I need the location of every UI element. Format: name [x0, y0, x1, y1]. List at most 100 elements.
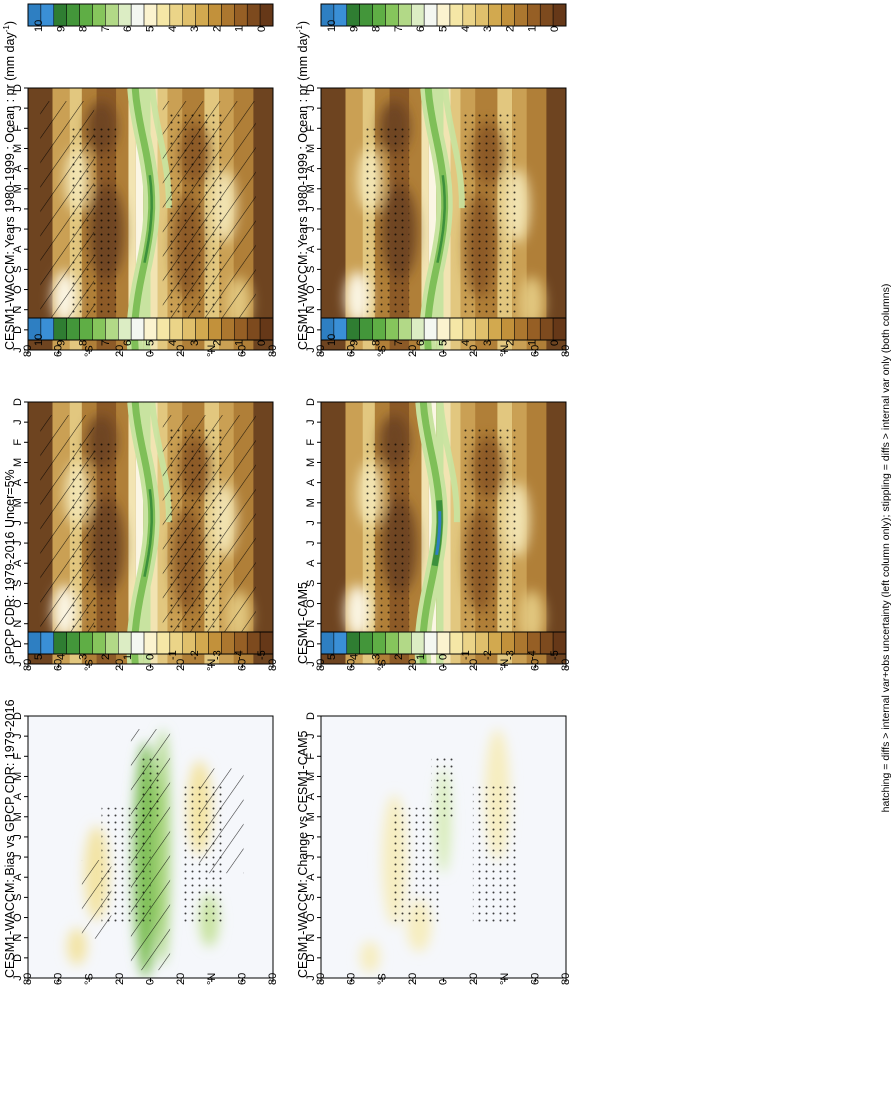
panel-title: CESM1-WACCM: Change vs CESM1-CAM5 [296, 730, 310, 978]
month-tick-label: M [12, 184, 24, 193]
colorbar-swatch [411, 631, 425, 655]
lat-tick-label: 60 [53, 345, 65, 357]
colorbar-swatch [130, 317, 145, 341]
lat-tick-label: 80 [22, 345, 34, 357]
month-tick-label: F [12, 125, 24, 132]
month-tick-label: F [305, 125, 317, 132]
colorbar-swatch [79, 317, 93, 341]
lat-tick-label: 60 [236, 973, 248, 985]
month-tick-label: S [305, 894, 317, 901]
colorbar-swatch [488, 317, 502, 341]
month-tick-label: S [12, 894, 24, 901]
colorbar-label: 1 [234, 340, 246, 346]
month-tick-label: O [12, 285, 24, 294]
month-tick-label: M [12, 458, 24, 467]
colorbar-swatch [449, 317, 464, 341]
colorbar-swatch [514, 631, 528, 655]
colorbar-swatch [552, 317, 567, 341]
month-tick-label: A [305, 245, 317, 253]
lat-tick-label: 60 [53, 973, 65, 985]
colorbar-swatch [359, 631, 373, 655]
lat-tick-label: 80 [267, 659, 279, 671]
colorbar-label: 5 [33, 654, 45, 660]
colorbar-swatch [398, 631, 412, 655]
colorbar-swatch [208, 3, 222, 27]
colorbar-swatch [475, 3, 489, 27]
lat-tick-label: °S [83, 659, 95, 671]
month-tick-label: J [305, 347, 317, 353]
month-tick-label: D [305, 712, 317, 720]
lat-tick-label: 0 [438, 665, 450, 671]
colorbar-swatch [462, 317, 476, 341]
colorbar-swatch [539, 317, 554, 341]
colorbar-label: 2 [211, 26, 223, 32]
month-tick-label: F [305, 753, 317, 760]
lat-tick-label: °N [206, 345, 218, 357]
lat-tick-label: 80 [560, 659, 572, 671]
colorbar-label: 0 [438, 654, 450, 660]
lat-tick-label: 80 [315, 659, 327, 671]
colorbar-swatch [514, 317, 528, 341]
colorbar-label: -4 [527, 650, 539, 660]
colorbar-swatch [527, 3, 541, 27]
colorbar-label: 4 [460, 26, 472, 32]
colorbar-label: -5 [549, 650, 561, 660]
colorbar-swatch [259, 317, 274, 341]
colorbar-swatch [488, 3, 502, 27]
month-tick-label: F [12, 439, 24, 446]
lat-tick-label: 60 [236, 659, 248, 671]
footnote: hatching = diffs > internal var+obs unce… [880, 284, 892, 813]
colorbar-difference: 5 4 3 2 1 0 -1 -2 -3 -4 -5 [320, 631, 567, 660]
lat-tick-label: 0 [438, 979, 450, 985]
colorbar-swatch [27, 631, 42, 655]
lat-tick-label: °N [206, 659, 218, 671]
lat-tick-label: °S [376, 973, 388, 985]
colorbar-swatch [359, 317, 373, 341]
colorbar-label: 3 [482, 26, 494, 32]
colorbar-label: 7 [393, 340, 405, 346]
colorbar-label: 9 [55, 26, 67, 32]
month-tick-label: O [305, 913, 317, 922]
colorbar-label: 9 [348, 26, 360, 32]
month-tick-label: O [12, 599, 24, 608]
colorbar-label: 4 [167, 340, 179, 346]
colorbar-label: -4 [234, 650, 246, 660]
colorbar-layer: 10 9 8 7 6 5 4 3 2 1 010 9 8 7 6 5 4 3 2 1 05 4 3 2 1 0 -1 -2 -3 -4 -5… [27, 3, 567, 660]
colorbar-label: 10 [33, 20, 45, 32]
colorbar-swatch [169, 3, 183, 27]
panel-title: CESM1-CAM5 [296, 582, 310, 664]
month-tick-label: J [305, 226, 317, 232]
lat-tick-label: 0 [145, 351, 157, 357]
lat-tick-label: 80 [315, 345, 327, 357]
month-tick-label: D [305, 954, 317, 962]
lat-tick-label: 20 [175, 973, 187, 985]
colorbar-label: 8 [78, 26, 90, 32]
colorbar-label: 3 [482, 340, 494, 346]
colorbar-label: 0 [256, 26, 268, 32]
colorbar-swatch [169, 317, 183, 341]
colorbar-swatch [208, 317, 222, 341]
colorbar-swatch [385, 631, 399, 655]
colorbar-absolute: 10 9 8 7 6 5 4 3 2 1 0 [320, 3, 567, 32]
colorbar-swatch [552, 3, 567, 27]
colorbar-swatch [320, 631, 335, 655]
colorbar-swatch [385, 317, 399, 341]
colorbar-label: -3 [211, 650, 223, 660]
lat-tick-label: 60 [346, 345, 358, 357]
colorbar-swatch [221, 631, 235, 655]
lat-tick-label: 60 [529, 659, 541, 671]
month-tick-label: A [305, 478, 317, 486]
colorbar-swatch [539, 3, 554, 27]
month-tick-label: D [12, 84, 24, 92]
month-tick-label: A [12, 164, 24, 172]
month-tick-label: J [12, 975, 24, 981]
lat-tick-label: 20 [114, 973, 126, 985]
colorbar-swatch [105, 3, 119, 27]
colorbar-swatch [143, 317, 158, 341]
month-tick-label: M [12, 144, 24, 153]
colorbar-swatch [259, 3, 274, 27]
colorbar-swatch [436, 317, 451, 341]
